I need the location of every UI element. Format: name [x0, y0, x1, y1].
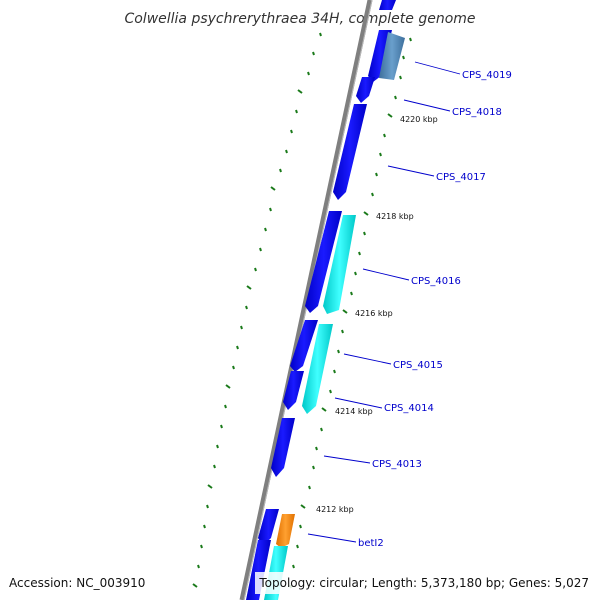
gene-label-cps-4013[interactable]: CPS_4013: [372, 459, 422, 470]
forward-strand-genes: [246, 0, 396, 600]
map-title: Colwellia psychrerythraea 34H, complete …: [124, 11, 475, 27]
accession-backdrop: [0, 572, 150, 594]
accession-text: Accession: NC_003910: [9, 576, 145, 590]
gene-label-beti2[interactable]: betI2: [358, 538, 384, 549]
kbp-label-4218: 4218 kbp: [376, 212, 414, 221]
gene-labels: CPS_4019 CPS_4018 CPS_4017 CPS_4016 CPS_…: [358, 70, 512, 549]
kbp-label-4212: 4212 kbp: [316, 505, 354, 514]
inner-tick-ruler: [289, 37, 412, 589]
gene-cps-4014-cyan[interactable]: [302, 324, 333, 414]
gene-cps-4016-cyan[interactable]: [323, 215, 356, 314]
gene-beti2-orange[interactable]: [276, 514, 295, 548]
gene-leader-lines: [307, 61, 461, 543]
gene-label-cps-4018[interactable]: CPS_4018: [452, 107, 502, 118]
gene-cps-4018[interactable]: [356, 77, 375, 103]
gene-cps-4016-blue[interactable]: [305, 211, 342, 313]
gene-label-cps-4017[interactable]: CPS_4017: [436, 172, 486, 183]
kbp-label-4214: 4214 kbp: [335, 407, 373, 416]
genome-summary-text: Topology: circular; Length: 5,373,180 bp…: [258, 576, 589, 590]
gene-top-blue[interactable]: [379, 0, 396, 10]
summary-backdrop: [255, 572, 600, 594]
gene-beti2-blue[interactable]: [258, 509, 279, 546]
gene-label-cps-4015[interactable]: CPS_4015: [393, 360, 443, 371]
gene-cps-4013[interactable]: [271, 418, 295, 477]
gene-cps-4019-steel[interactable]: [379, 32, 405, 80]
gene-label-cps-4016[interactable]: CPS_4016: [411, 276, 461, 287]
gene-label-cps-4014[interactable]: CPS_4014: [384, 403, 434, 414]
gene-cps-4017[interactable]: [333, 104, 367, 200]
kbp-label-4216: 4216 kbp: [355, 309, 393, 318]
kbp-labels: 4220 kbp 4218 kbp 4216 kbp 4214 kbp 4212…: [316, 115, 438, 514]
gene-label-cps-4019[interactable]: CPS_4019: [462, 70, 512, 81]
gene-cps-4015[interactable]: [290, 320, 318, 372]
gene-cps-4014-blue[interactable]: [283, 371, 304, 410]
outer-tick-ruler: [192, 32, 322, 588]
gene-bottom-blue[interactable]: [246, 540, 271, 600]
kbp-label-4220: 4220 kbp: [400, 115, 438, 124]
